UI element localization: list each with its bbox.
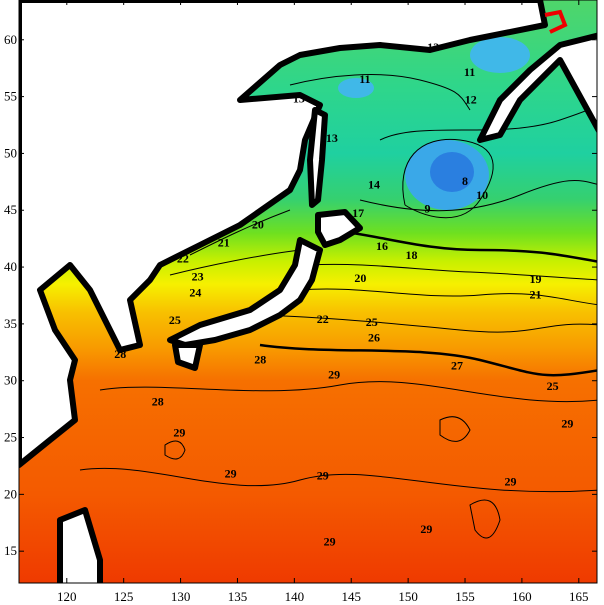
- sakhalin-island: [307, 107, 328, 208]
- y-tick-label: 55: [4, 89, 17, 104]
- x-tick-label: 135: [228, 589, 248, 604]
- contour-label: 16: [376, 239, 388, 253]
- contour-label: 18: [406, 248, 418, 262]
- contour-label: 29: [173, 425, 185, 439]
- contour-label: 22: [317, 312, 329, 326]
- contour-label: 29: [328, 367, 340, 381]
- x-tick-label: 155: [455, 589, 475, 604]
- hokkaido-island: [315, 209, 363, 248]
- contour-label: 29: [561, 416, 573, 430]
- contour-line: [329, 228, 597, 263]
- landmasses: [19, 0, 597, 583]
- x-tick-label: 140: [285, 589, 305, 604]
- contour-line: [164, 440, 186, 460]
- contour-label: 29: [225, 466, 237, 480]
- contour-label: 22: [177, 252, 189, 266]
- cold-pool-shantar: [338, 78, 374, 98]
- contour-label: 26: [368, 331, 380, 345]
- contour-label: 9: [424, 202, 430, 216]
- y-tick-label: 45: [4, 202, 17, 217]
- contour-label: 19: [530, 272, 542, 286]
- x-tick-label: 125: [114, 589, 134, 604]
- contour-label: 20: [354, 271, 366, 285]
- kamchatka-peninsula: [477, 32, 597, 143]
- y-tick-label: 20: [4, 486, 17, 501]
- contour-label: 28: [152, 395, 164, 409]
- contour-line: [239, 314, 597, 333]
- contour-label: 28: [114, 347, 126, 361]
- y-tick-label: 25: [4, 430, 17, 445]
- x-tick-label: 145: [341, 589, 361, 604]
- contour-label: 29: [505, 474, 517, 488]
- contour-label: 12: [427, 40, 439, 54]
- plot-frame: [18, 0, 598, 584]
- contour-line: [259, 343, 597, 377]
- red-contour-north: [544, 9, 568, 34]
- contour-label: 25: [366, 315, 378, 329]
- contour-line: [99, 381, 597, 403]
- cold-pool-okhotsk-north: [470, 37, 530, 73]
- contour-label: 13: [293, 91, 305, 105]
- contour-label: 29: [317, 469, 329, 483]
- contour-line: [169, 249, 301, 276]
- contour-label: 10: [476, 188, 488, 202]
- contour-line: [189, 209, 291, 256]
- contour-label: 29: [420, 522, 432, 536]
- contour-label: 28: [254, 353, 266, 367]
- contour-lines: [79, 74, 597, 539]
- y-axis: 15 20 25 30 35 40 45 50 55 60: [4, 32, 597, 558]
- contour-label: 23: [192, 270, 204, 284]
- y-tick-label: 50: [4, 145, 17, 160]
- contour-line: [299, 288, 597, 306]
- contour-label: 11: [359, 72, 370, 86]
- y-tick-label: 60: [4, 32, 17, 47]
- contour-label: 12: [465, 92, 477, 106]
- contour-line: [309, 263, 597, 281]
- asian-mainland: [19, 0, 548, 468]
- contour-label: 8: [462, 174, 468, 188]
- contour-label: 27: [451, 358, 463, 372]
- contour-label: 25: [547, 379, 559, 393]
- contour-line: [379, 105, 597, 141]
- y-tick-label: 35: [4, 316, 17, 331]
- y-tick-label: 40: [4, 259, 17, 274]
- contour-line: [402, 138, 494, 219]
- contour-label: 25: [169, 313, 181, 327]
- kyushu-island: [172, 342, 203, 371]
- contour-line: [359, 180, 597, 212]
- contour-label: 21: [218, 236, 230, 250]
- contour-line: [289, 74, 471, 111]
- luzon-island: [57, 507, 103, 583]
- contour-label: 11: [464, 65, 475, 79]
- contour-label: 24: [189, 286, 201, 300]
- x-axis: 120 125 130 135 140 145 150 155 160 165: [57, 0, 589, 604]
- contour-label: 20: [252, 217, 264, 231]
- contour-label: 17: [352, 206, 364, 220]
- x-tick-label: 160: [512, 589, 532, 604]
- y-tick-label: 30: [4, 373, 17, 388]
- y-tick-label: 15: [4, 543, 17, 558]
- contour-line: [79, 467, 597, 493]
- x-tick-label: 120: [57, 589, 77, 604]
- contour-line: [439, 416, 471, 442]
- x-tick-label: 150: [398, 589, 418, 604]
- cold-pool-core: [430, 152, 474, 192]
- x-tick-label: 130: [171, 589, 191, 604]
- contour-label: 13: [326, 131, 338, 145]
- x-tick-label: 165: [569, 589, 589, 604]
- contour-label: 14: [368, 178, 380, 192]
- contour-label: 21: [530, 287, 542, 301]
- contour-label: 29: [324, 534, 336, 548]
- contour-line: [469, 499, 501, 539]
